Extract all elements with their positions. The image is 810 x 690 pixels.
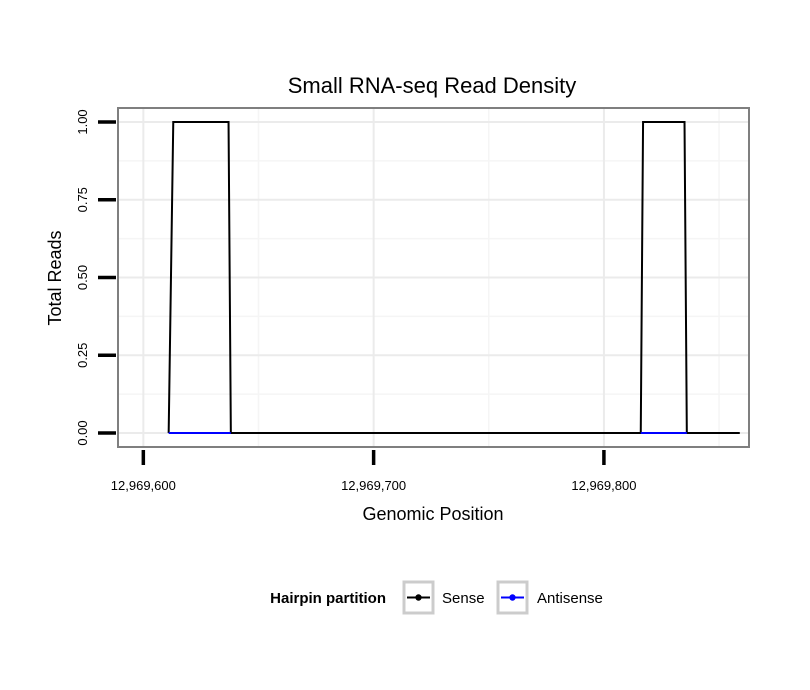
y-tick-label: 0.75 [75,187,90,212]
legend-item-sense: Sense [402,580,485,615]
grid-lines [118,108,749,447]
chart-title: Small RNA-seq Read Density [288,73,577,98]
y-axis-title: Total Reads [45,230,65,325]
y-tick-label: 0.25 [75,343,90,368]
legend-item-antisense: Antisense [496,580,603,615]
data-series [167,120,740,435]
plot-panel-border [117,107,750,448]
legend-title: Hairpin partition [270,590,386,607]
y-tick-label: 0.50 [75,265,90,290]
x-axis-title: Genomic Position [362,504,503,524]
x-tick-label: 12,969,800 [571,478,636,493]
x-tick-label: 12,969,700 [341,478,406,493]
legend-marker-sense [415,594,422,601]
axes: 12,969,600 12,969,700 12,969,800 0.00 0.25 0.… [75,109,636,493]
legend-marker-antisense [509,594,516,601]
legend-label-sense: Sense [442,590,485,607]
y-tick-label: 1.00 [75,109,90,134]
legend: Hairpin partition Sense Antisense [270,580,603,615]
x-tick-label: 12,969,600 [111,478,176,493]
y-tick-label: 0.00 [75,420,90,445]
legend-label-antisense: Antisense [537,590,603,607]
